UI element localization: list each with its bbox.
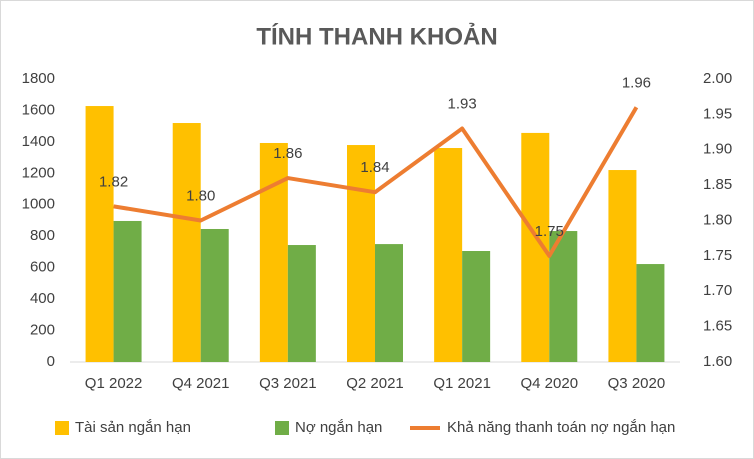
data-label: 1.82 (99, 173, 128, 190)
data-label: 1.86 (273, 145, 302, 162)
bar (172, 123, 201, 363)
x-tick-label: Q4 2020 (521, 375, 579, 392)
bar (113, 220, 142, 362)
bar (636, 264, 665, 362)
y-tick-label: 600 (30, 259, 55, 276)
y-tick-label: 1800 (22, 70, 55, 87)
x-tick-label: Q1 2021 (433, 375, 491, 392)
x-tick-label: Q2 2021 (346, 375, 404, 392)
y2-tick-label: 1.90 (703, 141, 732, 158)
bar (608, 170, 637, 362)
y2-tick-label: 2.00 (703, 70, 732, 87)
y-tick-label: 1200 (22, 164, 55, 181)
bar (259, 142, 288, 362)
data-label: 1.80 (186, 187, 215, 204)
legend-swatch (55, 421, 69, 435)
bar (375, 244, 403, 362)
y-tick-label: 800 (30, 227, 55, 244)
x-tick-label: Q1 2022 (85, 375, 143, 392)
legend-label: Tài sản ngắn hạn (75, 419, 191, 436)
bar (434, 148, 463, 362)
data-label: 1.84 (360, 159, 389, 176)
y-tick-label: 200 (30, 322, 55, 339)
bar (85, 106, 114, 362)
y2-tick-label: 1.85 (703, 176, 732, 193)
y2-tick-label: 1.80 (703, 211, 732, 228)
bar (200, 228, 229, 362)
bar (462, 251, 491, 362)
line (113, 106, 639, 258)
bar (549, 231, 578, 362)
chart-title: TÍNH THANH KHOẢN (256, 21, 497, 50)
x-tick-label: Q3 2021 (259, 375, 317, 392)
y2-tick-label: 1.70 (703, 282, 732, 299)
y2-tick-label: 1.60 (703, 353, 732, 370)
y2-tick-label: 1.65 (703, 318, 732, 335)
y-tick-label: 0 (47, 353, 55, 370)
y-tick-label: 1400 (22, 133, 55, 150)
x-tick-label: Q3 2020 (608, 375, 666, 392)
data-label: 1.93 (448, 95, 477, 112)
bar (287, 245, 316, 362)
bar (347, 145, 375, 362)
y-tick-label: 1000 (22, 196, 55, 213)
y-tick-label: 1600 (22, 101, 55, 118)
data-label: 1.96 (622, 74, 651, 91)
legend-label: Nợ ngắn hạn (295, 419, 382, 436)
legend-label: Khả năng thanh toán nợ ngắn hạn (447, 419, 675, 436)
x-tick-label: Q4 2021 (172, 375, 230, 392)
y2-tick-label: 1.95 (703, 105, 732, 122)
y2-tick-label: 1.75 (703, 247, 732, 264)
legend-swatch (275, 421, 289, 435)
data-label: 1.75 (535, 223, 564, 240)
y-tick-label: 400 (30, 290, 55, 307)
